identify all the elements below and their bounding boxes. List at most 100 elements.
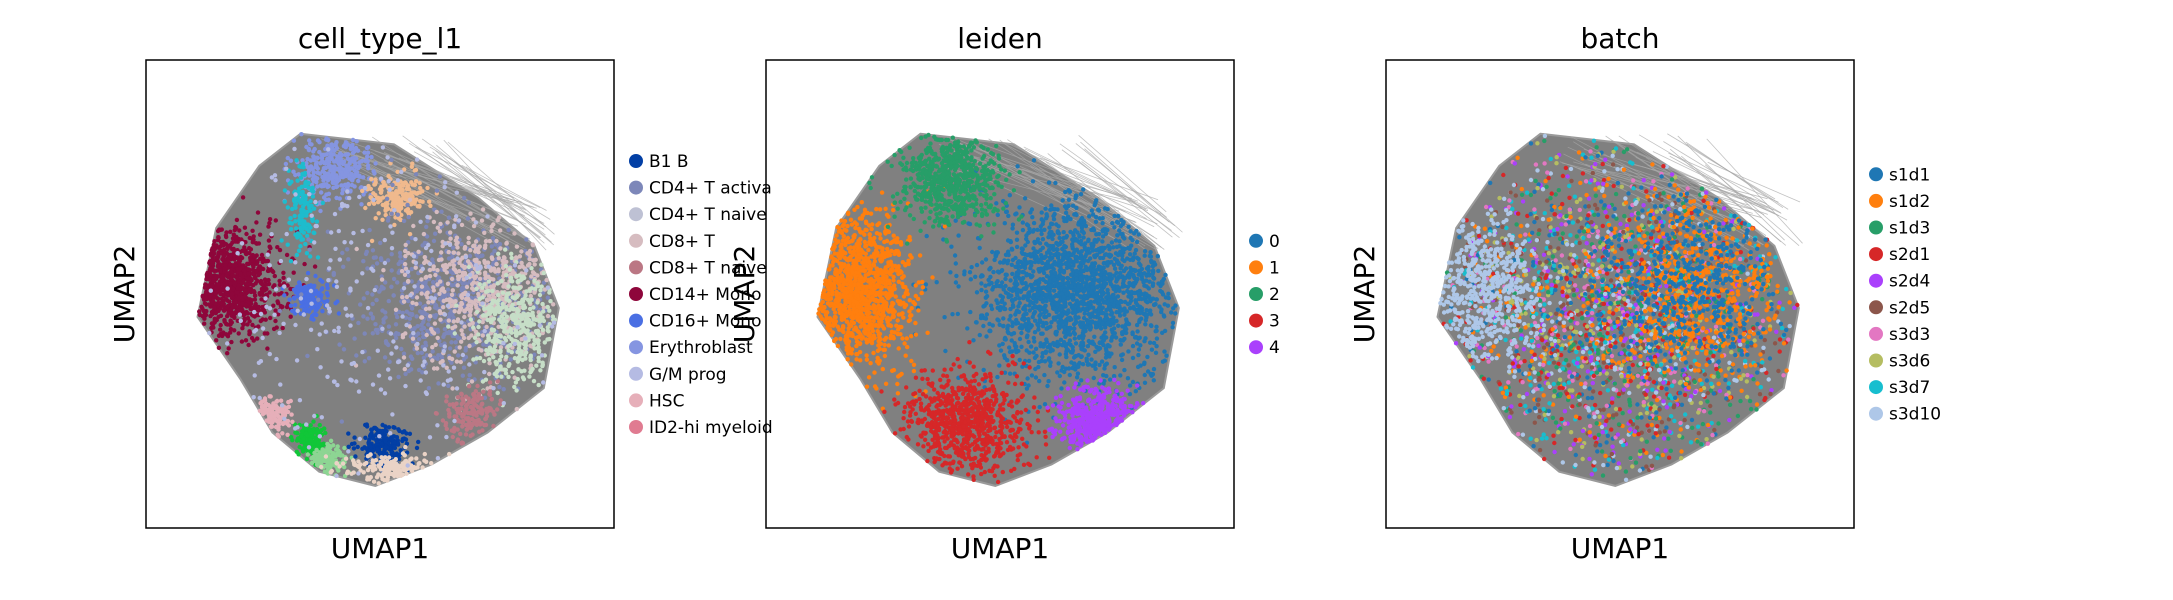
data-point (240, 195, 246, 200)
data-point (441, 382, 446, 387)
data-point (506, 363, 511, 369)
data-point (971, 338, 976, 343)
data-point (301, 312, 306, 317)
data-point (276, 422, 281, 427)
data-point (267, 217, 273, 222)
data-point (378, 256, 384, 261)
data-point (454, 303, 459, 308)
data-point (519, 249, 524, 254)
legend-marker (629, 207, 643, 222)
data-point (496, 256, 501, 261)
data-point (395, 212, 400, 217)
data-point (319, 190, 324, 195)
data-point (453, 299, 458, 304)
data-point (1145, 354, 1150, 360)
data-point (311, 230, 316, 235)
data-point (537, 292, 543, 298)
data-point (332, 379, 337, 384)
data-point (379, 441, 384, 446)
data-point (267, 290, 272, 295)
data-point (532, 346, 537, 351)
data-point (1053, 180, 1058, 186)
data-point (367, 443, 372, 448)
data-point (224, 274, 230, 279)
data-point (354, 279, 359, 284)
data-point (351, 460, 357, 465)
data-point (464, 427, 469, 432)
data-point (458, 359, 463, 365)
data-point (471, 325, 476, 330)
data-point (273, 308, 278, 313)
data-point (304, 200, 310, 206)
data-point (408, 210, 414, 215)
data-point (209, 325, 214, 331)
data-point (285, 418, 291, 424)
data-point (361, 175, 366, 180)
data-point (504, 307, 509, 312)
data-point (454, 269, 459, 275)
data-point (294, 358, 300, 363)
data-point (342, 240, 347, 245)
data-point (375, 348, 380, 353)
data-point (327, 163, 332, 169)
data-point (536, 359, 541, 364)
data-point (454, 235, 460, 240)
data-point (237, 261, 242, 266)
data-point (449, 276, 455, 282)
data-point (1136, 232, 1141, 237)
data-point (309, 213, 314, 218)
data-point (347, 157, 353, 162)
data-point (382, 237, 387, 243)
data-point (516, 301, 521, 306)
data-point (305, 233, 310, 239)
data-point (264, 418, 269, 423)
data-point (228, 252, 234, 258)
data-point (319, 415, 324, 420)
data-point (529, 274, 534, 279)
data-point (386, 324, 392, 329)
data-point (461, 365, 467, 370)
legend-label: B1 B (649, 152, 689, 172)
data-point (452, 349, 457, 354)
data-point (368, 186, 373, 192)
data-point (308, 288, 314, 294)
data-point (489, 305, 494, 311)
data-point (346, 431, 351, 436)
x-axis-label: UMAP1 (331, 532, 430, 565)
data-point (208, 265, 213, 271)
data-point (350, 137, 356, 143)
data-point (503, 247, 508, 252)
data-point (511, 285, 516, 290)
data-point (460, 440, 466, 446)
data-point (531, 305, 536, 310)
data-point (411, 331, 416, 336)
data-point (495, 338, 501, 344)
data-point (415, 350, 420, 356)
data-point (284, 231, 289, 237)
data-point (282, 284, 287, 289)
data-point (394, 435, 400, 440)
data-point (242, 225, 248, 230)
data-point (345, 183, 351, 189)
data-point (240, 301, 245, 306)
data-point (293, 219, 298, 224)
data-point (433, 342, 438, 347)
data-point (400, 461, 405, 466)
data-point (521, 303, 527, 308)
data-point (445, 287, 451, 292)
data-point (422, 260, 427, 266)
data-point (223, 282, 229, 288)
data-point (540, 363, 545, 369)
data-point (492, 348, 498, 353)
data-point (242, 294, 248, 299)
data-point (270, 419, 275, 425)
data-point (509, 255, 514, 261)
data-point (284, 166, 289, 171)
data-point (329, 457, 335, 462)
data-point (483, 239, 489, 244)
data-point (357, 173, 362, 178)
data-point (304, 276, 309, 282)
data-point (466, 240, 471, 245)
data-point (211, 278, 217, 284)
data-point (953, 218, 958, 223)
